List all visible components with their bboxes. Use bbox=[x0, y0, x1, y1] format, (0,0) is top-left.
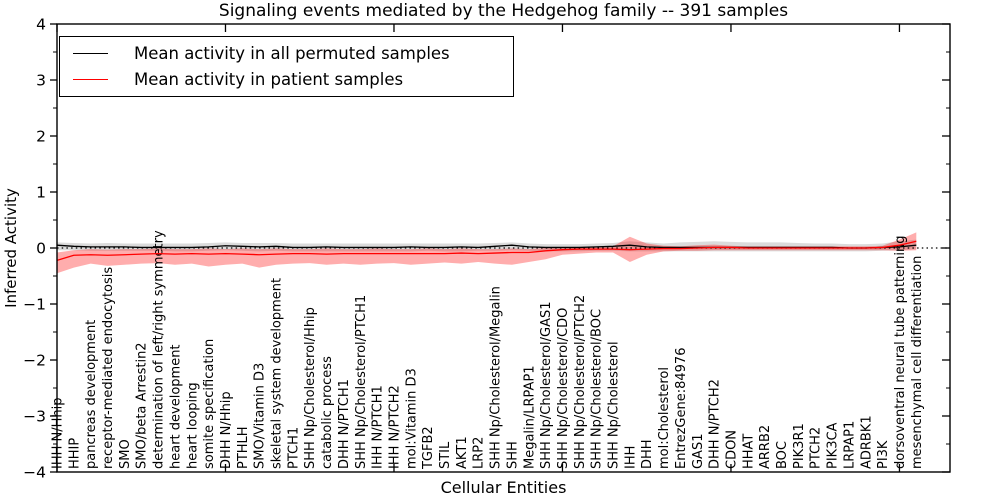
x-axis-label: Cellular Entities bbox=[440, 478, 567, 497]
x-tick-label: EntrezGene:84976 bbox=[674, 348, 689, 469]
x-tick-label: heart development bbox=[168, 344, 183, 469]
x-tick-label: ADRBK1 bbox=[859, 415, 874, 469]
y-tick-label: 4 bbox=[36, 16, 46, 34]
x-tick-label: SHH Np/Cholesterol/BOC bbox=[590, 309, 605, 469]
x-tick-label: SMO/Vitamin D3 bbox=[253, 363, 268, 469]
x-tick-label: SHH Np/Cholesterol/Hhip bbox=[303, 307, 318, 469]
x-tick-label: TGFB2 bbox=[421, 426, 436, 470]
x-tick-label: DHH bbox=[640, 439, 655, 469]
x-tick-label: HHIP bbox=[67, 438, 82, 469]
patient-line-swatch bbox=[73, 79, 108, 81]
x-tick-label: LRPAP1 bbox=[842, 421, 857, 469]
x-tick-label: receptor-mediated endocytosis bbox=[101, 267, 116, 469]
y-tick-label: −4 bbox=[23, 464, 46, 482]
y-tick-label: 3 bbox=[36, 72, 46, 90]
x-tick-label: SHH Np/Cholesterol bbox=[607, 341, 622, 469]
x-tick-label: PTCH1 bbox=[286, 427, 301, 469]
x-tick-label: DHH N/PTCH2 bbox=[708, 379, 723, 469]
x-tick-label: IHH N/Hhip bbox=[51, 398, 66, 470]
x-tick-label: PI3K bbox=[876, 440, 891, 469]
x-tick-label: LRP2 bbox=[472, 437, 487, 469]
legend-label-patient: Mean activity in patient samples bbox=[134, 70, 404, 90]
permuted-line-swatch bbox=[73, 52, 108, 54]
chart-title: Signaling events mediated by the Hedgeho… bbox=[218, 1, 789, 21]
x-tick-label: PTHLH bbox=[236, 426, 251, 469]
x-tick-label: SHH Np/Cholesterol/Megalin bbox=[489, 286, 504, 469]
x-tick-label: SHH Np/Cholesterol/GAS1 bbox=[539, 301, 554, 469]
x-tick-label: AKT1 bbox=[455, 436, 470, 469]
x-tick-label: SHH bbox=[505, 441, 520, 469]
x-tick-label: PTCH2 bbox=[809, 427, 824, 469]
y-axis-label: Inferred Activity bbox=[2, 188, 20, 308]
x-tick-label: SHH Np/Cholesterol/PTCH1 bbox=[354, 295, 369, 469]
x-tick-label: heart looping bbox=[185, 382, 200, 469]
x-tick-label: catabolic process bbox=[320, 356, 335, 469]
x-tick-label: IHH bbox=[623, 446, 638, 469]
patient-mean-line bbox=[56, 240, 917, 261]
y-tick-label: 0 bbox=[36, 240, 46, 258]
x-tick-label: skeletal system development bbox=[270, 278, 285, 469]
legend-label-permuted: Mean activity in all permuted samples bbox=[134, 43, 450, 63]
y-tick-label: 2 bbox=[36, 128, 46, 146]
x-tick-label: SMO bbox=[118, 439, 133, 469]
x-tick-label: DHH N/PTCH1 bbox=[337, 379, 352, 469]
x-tick-label: DHH N/Hhip bbox=[219, 391, 234, 469]
x-tick-label: ARRB2 bbox=[758, 425, 773, 469]
x-tick-label: BOC bbox=[775, 441, 790, 469]
x-tick-label: PIK3R1 bbox=[792, 423, 807, 469]
x-tick-label: HHAT bbox=[741, 434, 756, 469]
x-tick-label: STIL bbox=[438, 441, 453, 469]
x-tick-label: mesenchymal cell differentiation bbox=[910, 256, 925, 469]
x-tick-label: IHH N/PTCH1 bbox=[371, 385, 386, 469]
y-tick-label: −1 bbox=[23, 296, 46, 314]
x-tick-label: pancreas development bbox=[84, 320, 99, 469]
x-tick-label: Megalin/LRPAP1 bbox=[522, 365, 537, 469]
x-tick-label: SHH Np/Cholesterol/CDO bbox=[556, 308, 571, 469]
legend-entry-permuted: Mean activity in all permuted samples bbox=[60, 44, 513, 63]
x-tick-label: mol:Cholesterol bbox=[657, 367, 672, 469]
legend-box: Mean activity in all permuted samples Me… bbox=[59, 36, 514, 97]
x-tick-label: PIK3CA bbox=[826, 422, 841, 469]
x-tick-label: SMO/beta Arrestin2 bbox=[135, 342, 150, 469]
x-tick-label: somite specification bbox=[202, 339, 217, 469]
x-tick-label: IHH N/PTCH2 bbox=[387, 385, 402, 469]
legend-entry-patient: Mean activity in patient samples bbox=[60, 70, 513, 89]
x-tick-label: dorsoventral neural tube patterning bbox=[893, 236, 908, 469]
y-tick-label: 1 bbox=[36, 184, 46, 202]
y-tick-label: −3 bbox=[23, 408, 46, 426]
x-tick-label: CDON bbox=[724, 430, 739, 469]
x-tick-label: mol:Vitamin D3 bbox=[404, 368, 419, 469]
y-tick-label: −2 bbox=[23, 352, 46, 370]
x-tick-label: SHH Np/Cholesterol/PTCH2 bbox=[573, 295, 588, 469]
x-tick-label: GAS1 bbox=[691, 434, 706, 470]
x-tick-label: determination of left/right symmetry bbox=[152, 230, 167, 469]
